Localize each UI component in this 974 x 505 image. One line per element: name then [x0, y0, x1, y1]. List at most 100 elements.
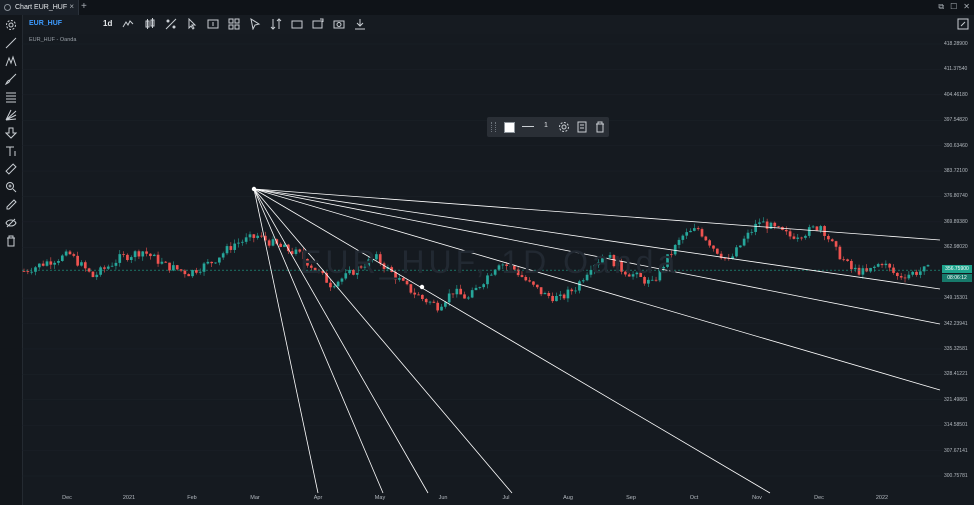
arrow-down-icon[interactable]: [5, 127, 17, 139]
candle-body: [654, 279, 658, 281]
zoom-icon[interactable]: [5, 181, 17, 193]
price-tick-label: 411.37540: [944, 66, 968, 73]
candle-body: [558, 294, 562, 296]
candle-body: [409, 284, 413, 293]
candle-body: [773, 222, 777, 227]
candle-body: [463, 294, 466, 299]
candle-body: [57, 260, 60, 263]
candle-body: [145, 251, 148, 254]
candle-body: [428, 301, 432, 303]
line-color-swatch[interactable]: [504, 122, 515, 133]
candle-body: [432, 301, 436, 303]
candle-body: [692, 228, 696, 231]
candle-body: [179, 269, 183, 271]
chart-plot[interactable]: [22, 34, 942, 505]
candle-body: [524, 276, 528, 281]
sort-icon[interactable]: [270, 18, 282, 30]
tab-status-icon: [4, 4, 11, 11]
pointer-icon[interactable]: [249, 18, 261, 30]
tab-close-icon[interactable]: ×: [69, 2, 74, 11]
candle-body: [796, 237, 800, 239]
pattern-icon[interactable]: [5, 55, 17, 67]
text-icon[interactable]: [5, 145, 17, 157]
gear-icon[interactable]: [558, 121, 570, 133]
compare-icon[interactable]: [165, 18, 177, 30]
candle-body: [99, 267, 102, 275]
expand-icon[interactable]: [957, 18, 969, 30]
candle-body: [152, 254, 156, 257]
candle-body: [769, 222, 773, 229]
candle-body: [459, 288, 463, 295]
candle-body: [566, 289, 570, 299]
trend-line-icon[interactable]: [5, 37, 17, 49]
candle-body: [708, 240, 712, 246]
settings-icon[interactable]: [5, 19, 17, 31]
chart-tab[interactable]: Chart EUR_HUF ×: [0, 0, 79, 15]
price-axis[interactable]: 418.28900 411.37540 404.46180 397.54820 390.…: [942, 34, 974, 505]
candle-body: [172, 265, 175, 271]
line-style-button[interactable]: [522, 126, 534, 127]
hide-icon[interactable]: [5, 217, 17, 229]
candle-body: [91, 271, 95, 278]
candle-body: [348, 269, 351, 274]
time-tick-label: Dec: [814, 495, 824, 501]
candle-body: [367, 259, 371, 267]
restore-window-icon[interactable]: ⧉: [938, 2, 945, 11]
pencil-icon[interactable]: [5, 199, 17, 211]
drag-handle-icon[interactable]: [491, 122, 496, 132]
rectangle-icon[interactable]: [291, 18, 303, 30]
candle-body: [704, 236, 708, 241]
candle-body: [911, 271, 915, 275]
candle-body: [413, 292, 417, 295]
candle-body: [666, 254, 669, 267]
last-price-tag: 356.75900: [942, 265, 972, 274]
candle-body: [352, 269, 355, 275]
candle-body: [892, 267, 895, 273]
add-tab-icon[interactable]: +: [81, 1, 87, 12]
interval-button[interactable]: 1d: [103, 19, 113, 28]
cursor-icon[interactable]: [186, 18, 198, 30]
gann-fan-icon[interactable]: [5, 109, 17, 121]
close-window-icon[interactable]: ✕: [963, 2, 970, 11]
candle-body: [593, 265, 597, 270]
candle-body: [421, 294, 424, 300]
candle-body: [551, 295, 554, 302]
candle-body: [49, 261, 53, 265]
candle-body: [302, 251, 305, 259]
candle-body: [64, 251, 68, 256]
candle-body: [735, 247, 738, 257]
time-tick-label: Aug: [563, 495, 573, 501]
indicators-icon[interactable]: [122, 18, 134, 30]
candle-body: [608, 254, 612, 258]
price-tick-label: 335.32581: [944, 345, 968, 352]
line-width-button[interactable]: 1: [544, 122, 548, 129]
fib-icon[interactable]: [5, 91, 17, 103]
candle-body: [807, 227, 811, 236]
price-tick-label: 383.72100: [944, 168, 968, 175]
trash-icon[interactable]: [5, 235, 17, 247]
screenshot-icon[interactable]: [333, 18, 345, 30]
clone-icon[interactable]: [576, 121, 588, 133]
candle-type-icon[interactable]: [144, 18, 156, 30]
time-tick-label: May: [374, 495, 386, 501]
delete-icon[interactable]: [594, 121, 606, 133]
brush-icon[interactable]: [5, 73, 17, 85]
download-icon[interactable]: [354, 18, 366, 30]
candles: [22, 217, 930, 313]
candle-body: [746, 232, 750, 239]
candle-body: [206, 261, 210, 264]
candle-body: [283, 244, 286, 247]
candle-body: [857, 267, 861, 275]
candle-body: [834, 241, 838, 247]
candle-body: [129, 257, 133, 260]
candle-body: [700, 229, 704, 237]
symbol-search-button[interactable]: EUR_HUF: [29, 20, 63, 27]
candle-body: [156, 254, 160, 264]
layout-icon[interactable]: [228, 18, 240, 30]
template-icon[interactable]: [207, 18, 219, 30]
ruler-icon[interactable]: [5, 163, 17, 175]
fullscreen-icon[interactable]: [312, 18, 324, 30]
candle-body: [80, 262, 83, 266]
maximize-window-icon[interactable]: ☐: [950, 2, 958, 11]
candle-body: [715, 248, 719, 254]
